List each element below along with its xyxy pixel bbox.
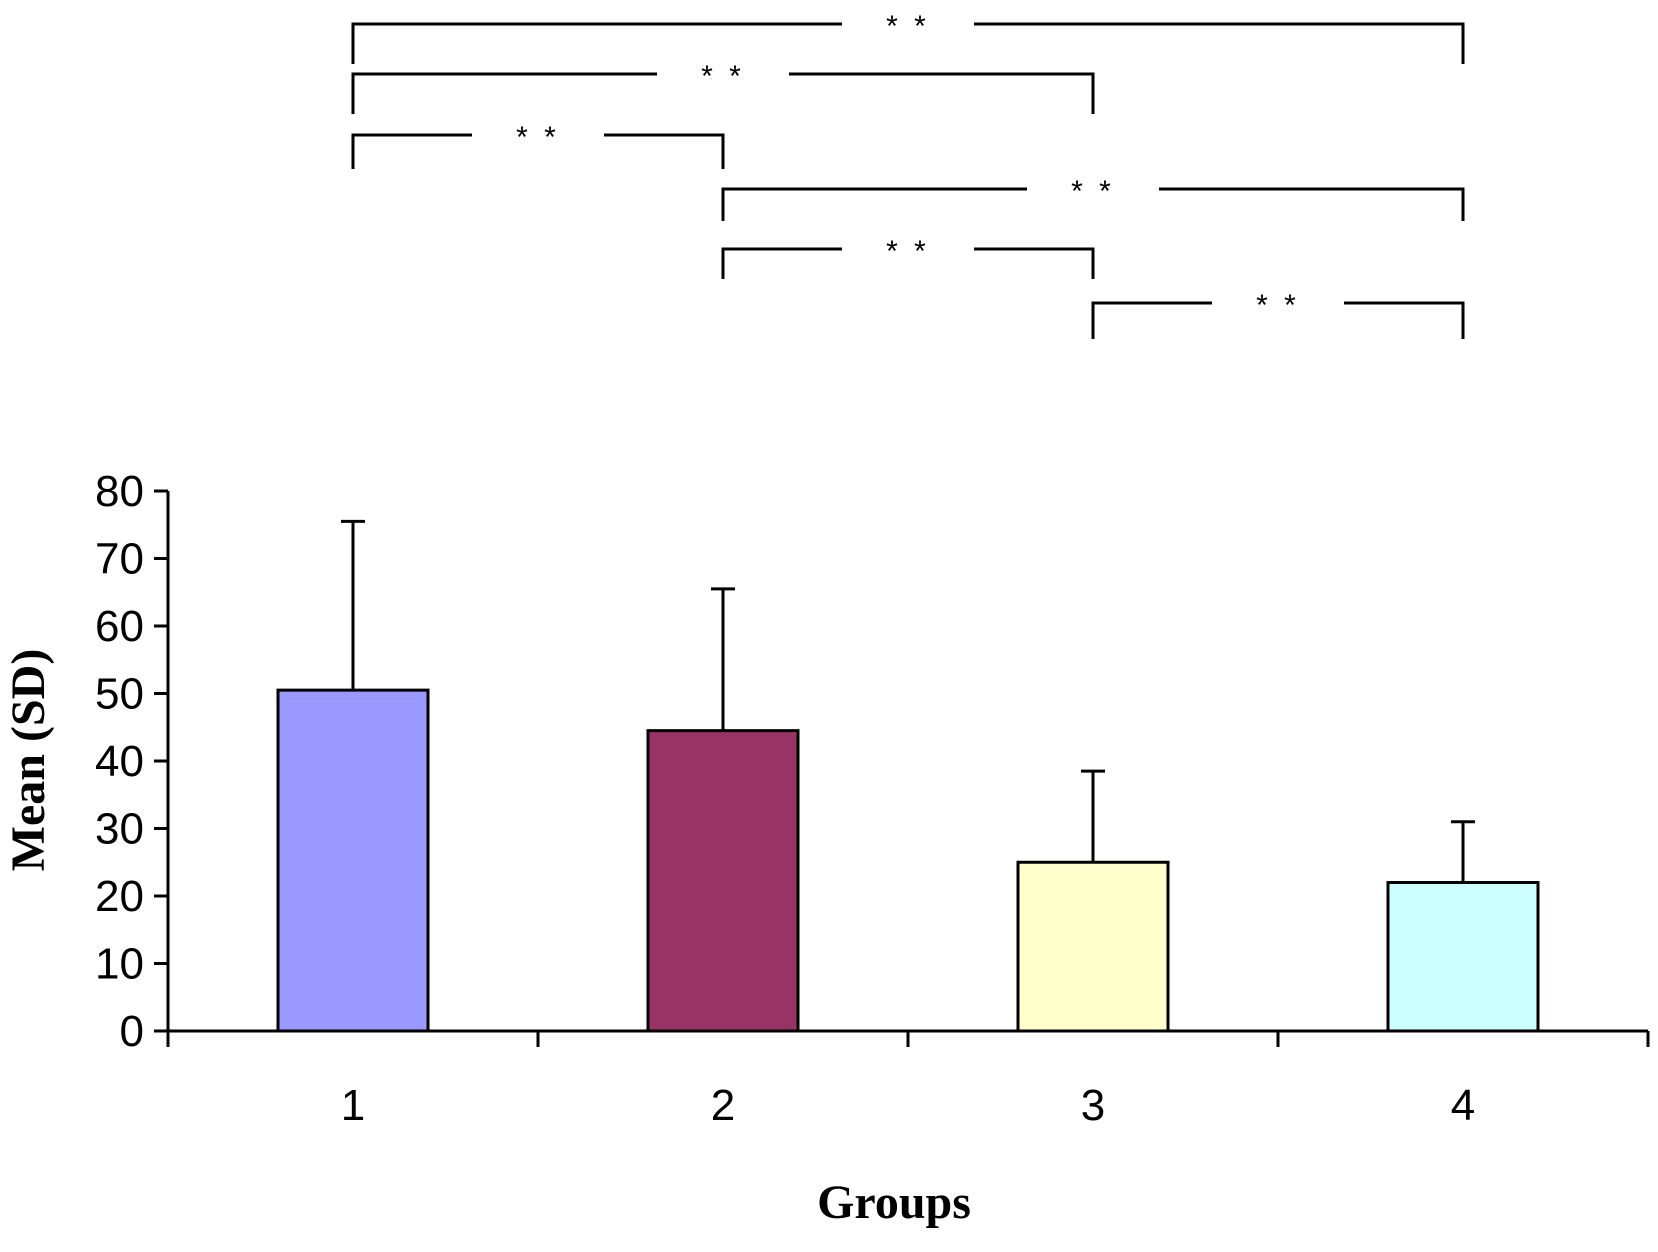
bracket-line bbox=[721, 247, 1095, 279]
y-tick-label: 60 bbox=[95, 602, 144, 651]
y-tick-label: 50 bbox=[95, 670, 144, 719]
significance-label: * * bbox=[886, 235, 930, 268]
y-tick-label: 0 bbox=[120, 1007, 144, 1056]
x-tick-label-1: 1 bbox=[341, 1081, 365, 1130]
significance-bracket-3-4: * * bbox=[1091, 289, 1465, 339]
x-tick-label-4: 4 bbox=[1451, 1081, 1475, 1130]
y-tick-label: 70 bbox=[95, 535, 144, 584]
significance-label: * * bbox=[1256, 289, 1300, 322]
x-axis-title: Groups bbox=[817, 1176, 971, 1229]
bar-group-1 bbox=[276, 688, 430, 1033]
significance-bracket-2-3: * * bbox=[721, 235, 1095, 279]
x-tick-label-2: 2 bbox=[711, 1081, 735, 1130]
bars-group bbox=[276, 519, 1540, 1033]
y-tick-label: 20 bbox=[95, 872, 144, 921]
bar-group-2 bbox=[646, 729, 800, 1033]
significance-label: * * bbox=[886, 10, 930, 43]
y-tick-label: 40 bbox=[95, 737, 144, 786]
significance-label: * * bbox=[701, 60, 745, 93]
significance-label: * * bbox=[516, 121, 560, 154]
y-tick-label: 30 bbox=[95, 805, 144, 854]
y-axis-title: Mean (SD) bbox=[2, 649, 55, 872]
y-tick-label: 10 bbox=[95, 940, 144, 989]
bracket-line bbox=[721, 187, 1465, 221]
bar-group-3 bbox=[1016, 860, 1170, 1033]
significance-label: * * bbox=[1071, 175, 1115, 208]
significance-bracket-1-2: * * bbox=[351, 121, 725, 169]
x-tick-label-3: 3 bbox=[1081, 1081, 1105, 1130]
bracket-line bbox=[351, 22, 1465, 64]
significance-bracket-1-4: * * bbox=[351, 10, 1465, 64]
significance-brackets: * * * * * * * * * * * * bbox=[351, 10, 1465, 339]
significance-bracket-1-3: * * bbox=[351, 60, 1095, 114]
axes-group: 0 10 20 30 40 50 60 70 80 1 2 3 4 bbox=[95, 467, 1650, 1130]
significance-bracket-2-4: * * bbox=[721, 175, 1465, 221]
bracket-line bbox=[351, 133, 725, 169]
y-tick-label: 80 bbox=[95, 467, 144, 516]
bar-group-4 bbox=[1386, 881, 1540, 1033]
bracket-line bbox=[351, 72, 1095, 114]
bracket-line bbox=[1091, 301, 1465, 339]
